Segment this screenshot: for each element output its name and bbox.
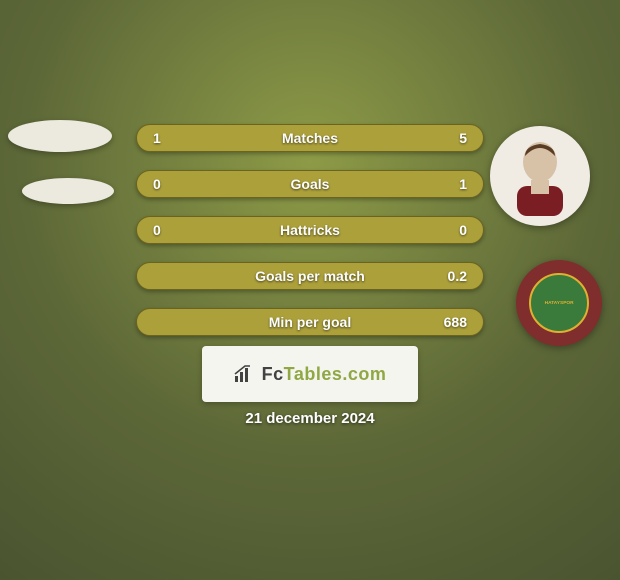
stat-value-right: 1 (427, 176, 467, 192)
stat-row: 0Hattricks0 (136, 216, 484, 244)
stats-bars-container: 1Matches50Goals10Hattricks0Goals per mat… (136, 124, 484, 354)
stat-value-left: 1 (153, 130, 193, 146)
stat-row: Min per goal688 (136, 308, 484, 336)
player-left-avatar-2 (22, 178, 114, 204)
infographic-date: 21 december 2024 (0, 410, 620, 427)
logo-text: FcTables.com (262, 364, 387, 385)
stat-label: Matches (193, 130, 427, 146)
stat-value-right: 5 (427, 130, 467, 146)
fctables-logo-box: FcTables.com (202, 346, 418, 402)
stat-row: 1Matches5 (136, 124, 484, 152)
logo-suffix: Tables.com (284, 364, 387, 384)
stat-label: Min per goal (193, 314, 427, 330)
stat-row: 0Goals1 (136, 170, 484, 198)
player-left-avatar-1 (8, 120, 112, 152)
stat-value-right: 688 (427, 314, 467, 330)
stat-value-right: 0.2 (427, 268, 467, 284)
stat-value-left: 0 (153, 176, 193, 192)
comparison-infographic: Fougeu vs Abdulkadir Parmak Club competi… (0, 0, 620, 580)
player-right-photo (490, 126, 590, 226)
stat-row: Goals per match0.2 (136, 262, 484, 290)
stat-label: Goals per match (193, 268, 427, 284)
logo-prefix: Fc (262, 364, 284, 384)
club-right-crest: HATAYSPOR (516, 260, 602, 346)
stat-label: Hattricks (193, 222, 427, 238)
stat-label: Goals (193, 176, 427, 192)
stat-value-left: 0 (153, 222, 193, 238)
crest-inner-icon: HATAYSPOR (529, 273, 589, 333)
bar-chart-icon (234, 365, 256, 383)
stat-value-right: 0 (427, 222, 467, 238)
crest-label: HATAYSPOR (544, 301, 573, 306)
player-silhouette-icon (505, 136, 575, 216)
